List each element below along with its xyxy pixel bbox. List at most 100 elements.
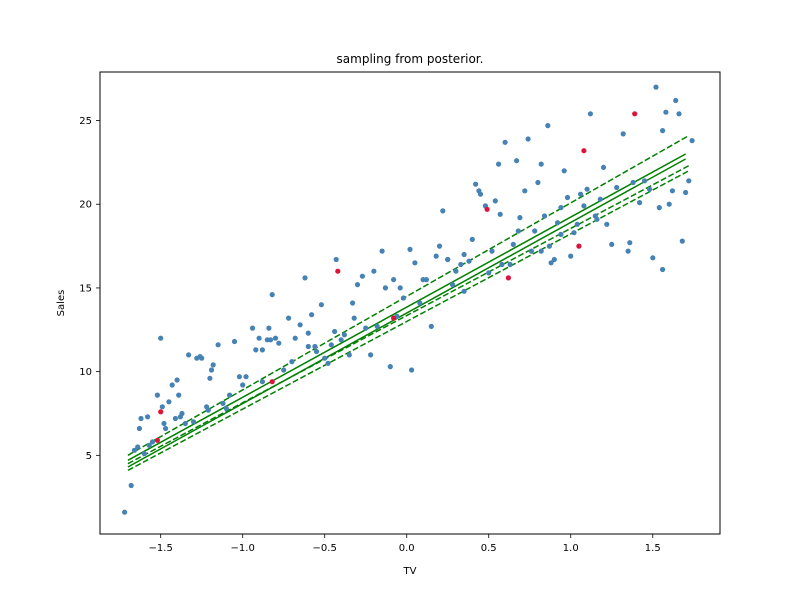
data-point-0-126 [568,253,574,259]
data-point-0-112 [522,188,528,194]
data-point-0-103 [489,248,495,254]
data-point-0-82 [407,246,413,252]
data-point-0-11 [158,335,164,341]
data-point-0-73 [371,268,377,274]
data-point-0-164 [546,243,553,249]
data-point-0-72 [368,352,374,358]
data-point-0-33 [223,405,229,412]
data-point-0-118 [541,213,548,219]
data-point-0-6 [141,451,147,457]
y-tick-label: 15 [79,283,92,294]
data-point-0-113 [525,136,531,142]
posterior-line-6 [127,170,690,472]
data-point-0-127 [571,230,577,236]
data-point-0-36 [236,374,242,380]
data-point-0-105 [496,161,502,167]
data-point-0-150 [669,188,676,194]
data-point-0-23 [190,419,197,425]
data-point-1-4 [391,315,397,321]
data-point-0-56 [309,312,315,318]
data-point-0-63 [333,256,339,263]
data-point-1-5 [484,206,490,212]
data-point-0-34 [227,392,233,398]
data-point-0-81 [400,295,406,301]
data-point-0-161 [205,407,211,413]
data-point-0-22 [186,352,192,358]
data-point-0-55 [305,330,311,336]
data-point-0-69 [354,282,361,288]
data-point-0-104 [492,198,498,204]
data-point-0-140 [625,248,631,254]
data-point-1-1 [154,437,160,443]
data-point-0-157 [627,240,633,246]
x-tick-label: −1.5 [149,543,173,554]
data-point-0-74 [374,323,380,329]
data-point-0-132 [587,111,594,117]
chart-title: sampling from posterior. [337,52,484,66]
posterior-line-5 [127,165,690,465]
data-point-0-39 [249,325,256,331]
data-point-0-77 [387,364,393,370]
data-point-0-107 [502,139,508,145]
data-point-0-14 [163,425,169,432]
data-point-0-12 [159,404,165,410]
data-point-0-154 [683,189,689,196]
data-point-0-125 [564,194,571,201]
data-point-0-114 [528,248,535,254]
data-point-0-21 [182,420,188,427]
data-point-0-71 [363,325,369,331]
data-point-0-76 [382,285,388,291]
data-point-0-171 [461,251,467,258]
plot-area [99,71,721,535]
data-point-0-167 [259,347,265,353]
data-point-0-145 [653,84,659,90]
y-tick-label: 10 [79,367,92,378]
data-point-0-110 [514,158,520,164]
data-point-0-35 [231,338,238,345]
y-tick-label: 25 [79,116,92,127]
data-point-0-115 [532,228,538,234]
data-point-0-84 [412,260,418,266]
data-point-0-47 [272,335,279,341]
data-point-0-102 [486,270,492,276]
data-point-0-87 [428,323,434,329]
data-point-0-48 [276,340,282,346]
data-point-0-83 [409,367,415,373]
data-point-1-0 [158,409,164,415]
data-point-0-159 [650,255,656,261]
x-tick-label: 1.5 [645,543,661,554]
x-axis-label: TV [403,566,417,577]
data-point-0-106 [499,261,505,268]
posterior-line-4 [127,134,690,456]
data-point-0-64 [338,337,344,343]
data-point-0-168 [305,343,311,350]
data-point-0-147 [660,128,666,134]
data-point-0-57 [313,348,320,355]
data-point-0-10 [154,392,160,398]
data-point-0-26 [199,355,205,361]
y-tick-label: 20 [79,200,92,211]
data-point-0-41 [256,335,262,341]
data-point-0-172 [445,256,451,263]
data-point-0-62 [332,328,338,335]
data-point-0-160 [179,410,185,417]
data-point-0-130 [581,203,587,209]
data-point-0-138 [614,184,620,191]
data-point-0-65 [341,332,347,338]
data-point-0-68 [351,315,357,321]
data-point-0-61 [328,342,334,348]
data-point-0-80 [397,285,403,291]
data-point-1-7 [576,243,582,249]
data-point-0-170 [497,211,503,217]
data-point-0-60 [325,360,331,366]
data-point-0-58 [318,302,324,308]
data-point-0-54 [302,275,308,281]
data-point-0-116 [535,179,541,186]
data-point-0-1 [128,482,134,489]
data-point-0-37 [240,382,246,388]
data-point-0-8 [146,442,152,448]
data-point-1-9 [632,111,638,117]
data-point-0-129 [578,191,584,197]
data-point-0-131 [584,186,590,192]
data-point-0-28 [207,375,213,381]
